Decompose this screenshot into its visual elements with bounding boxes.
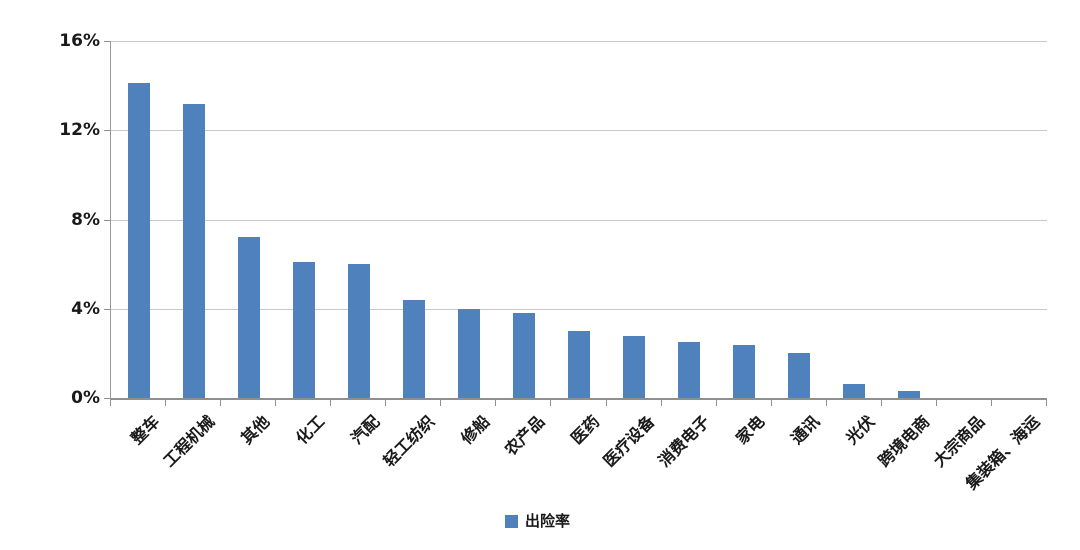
bar [568,331,590,398]
x-axis-tick [990,400,992,406]
bar [182,103,205,398]
legend: 出险率 [505,514,570,529]
bar [623,335,646,398]
x-axis-label: 整车 [126,411,163,448]
y-axis-tick [104,398,110,399]
bar [898,391,921,398]
x-axis-label: 通讯 [787,411,824,448]
x-axis-tick [330,400,332,406]
gridline [111,130,1047,132]
legend-label: 出险率 [525,512,571,530]
x-axis-label: 汽配 [346,411,384,448]
x-axis-tick [385,400,387,406]
bar [292,261,315,398]
bar [788,353,811,398]
y-axis-tick [104,130,110,132]
bar [457,308,480,398]
legend-swatch-icon [505,515,518,528]
y-axis-tick [104,219,110,221]
x-axis-tick [935,400,937,406]
gridline [111,41,1047,42]
x-axis-tick [715,400,717,406]
y-axis-tick-label: 12% [59,120,100,141]
x-axis-label: 家电 [732,411,769,448]
bar [678,342,701,398]
x-axis-label: 医疗设备 [599,411,659,471]
x-axis-tick [825,400,827,406]
x-axis-label: 医药 [567,411,604,448]
x-axis-tick [880,400,882,406]
x-axis-label: 光伏 [842,411,879,448]
y-axis-tick-label: 4% [71,298,100,319]
x-axis-tick [770,400,772,406]
x-axis-tick [440,400,442,406]
x-axis-tick [275,400,277,406]
x-axis-label: 农产品 [500,411,549,460]
bar [347,264,370,398]
x-axis-tick [660,400,662,406]
bar [733,344,756,398]
x-axis-tick [495,400,497,406]
x-axis-label: 修船 [457,411,494,448]
bar [843,383,866,398]
y-axis-tick [104,41,110,42]
x-axis-tick [110,400,111,406]
x-axis-label: 工程机械 [159,411,218,471]
bar [127,83,150,398]
plot-area [110,41,1047,400]
y-axis-tick-label: 16% [59,31,100,51]
x-axis-label: 消费电子 [654,411,714,471]
x-axis-tick [1046,400,1047,406]
gridline [111,219,1047,221]
x-axis-tick [220,400,222,406]
bar [512,313,535,398]
x-axis-label: 化工 [291,411,328,448]
x-axis-tick [605,400,607,406]
bar [237,237,260,398]
x-axis-label: 轻工纺织 [379,411,439,471]
x-axis-tick [550,400,552,406]
y-axis-tick [104,308,110,310]
x-axis-label: 其他 [236,411,273,448]
x-axis-tick [165,400,167,406]
y-axis-tick-label: 8% [71,209,100,230]
bar [402,299,425,398]
y-axis-tick-label: 0% [71,388,100,408]
gridline [111,308,1047,310]
x-axis-label: 跨境电商 [874,411,934,471]
